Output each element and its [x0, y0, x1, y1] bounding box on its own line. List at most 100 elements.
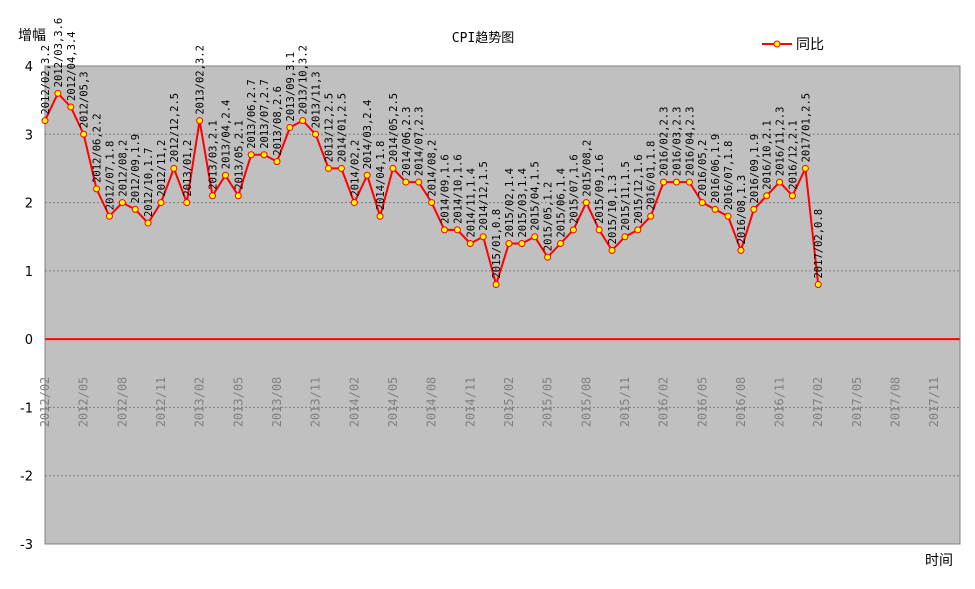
x-tick-label: 2015/05	[541, 377, 555, 428]
data-point	[286, 123, 294, 131]
data-point	[582, 199, 590, 207]
x-tick-label: 2014/08	[425, 377, 439, 428]
data-point	[209, 192, 217, 200]
x-tick-label: 2013/08	[270, 377, 284, 428]
data-label: 2012/03,3.6	[53, 18, 65, 88]
data-point	[466, 240, 474, 248]
data-point	[634, 226, 642, 234]
data-point	[93, 185, 101, 193]
data-label: 2012/07,1.8	[104, 141, 116, 211]
data-labels: 2012/02,3.2 2012/03,3.6 2012/04,3.4 2012/05…	[40, 18, 825, 279]
y-tick-label: -1	[20, 401, 33, 416]
data-label: 2014/04,1.8	[375, 141, 387, 211]
x-tick-label: 2014/11	[463, 377, 477, 428]
data-point	[724, 212, 732, 220]
data-label: 2014/09,1.6	[440, 154, 452, 224]
x-tick-label: 2013/05	[231, 377, 245, 428]
data-point	[750, 205, 758, 213]
data-point	[518, 240, 526, 248]
data-point	[621, 233, 629, 241]
y-tick-label: 1	[25, 265, 33, 280]
data-point	[453, 226, 461, 234]
x-tick-label: 2012/05	[77, 377, 91, 428]
y-axis-label: 增幅	[18, 28, 46, 44]
data-label: 2016/10,2.1	[762, 120, 774, 190]
data-label: 2014/06,2.3	[401, 107, 413, 177]
data-label: 2016/04,2.3	[684, 107, 696, 177]
data-label: 2015/12,1.6	[633, 154, 645, 224]
data-label: 2013/12,2.5	[324, 93, 336, 163]
data-point	[595, 226, 603, 234]
x-tick-label: 2014/05	[386, 377, 400, 428]
y-tick-label: 4	[25, 60, 33, 75]
data-point	[337, 164, 345, 172]
chart-title: CPI趋势图	[452, 30, 514, 46]
data-point	[441, 226, 449, 234]
x-tick-label: 2013/02	[193, 377, 207, 428]
data-point	[569, 226, 577, 234]
legend: 同比	[762, 37, 824, 53]
data-point	[131, 205, 139, 213]
x-tick-label: 2017/08	[889, 377, 903, 428]
data-point	[41, 117, 49, 125]
data-point	[608, 246, 616, 254]
data-label: 2015/07,1.6	[568, 154, 580, 224]
x-tick-label: 2015/08	[579, 377, 593, 428]
data-point	[763, 192, 771, 200]
data-label: 2012/10,1.7	[143, 148, 155, 218]
data-point	[788, 192, 796, 200]
data-label: 2013/10,3.2	[298, 45, 310, 115]
plot-area	[45, 66, 960, 544]
data-point	[196, 117, 204, 125]
data-point	[350, 199, 358, 207]
data-label: 2012/09,1.9	[130, 134, 142, 204]
data-point	[105, 212, 113, 220]
series-line-tongbi	[41, 89, 822, 289]
legend-marker-swatch	[773, 40, 781, 48]
data-label: 2015/02,1.4	[504, 168, 516, 238]
data-point	[170, 164, 178, 172]
y-tick-label: -2	[20, 470, 33, 485]
data-label: 2013/04,2.4	[220, 100, 232, 170]
data-point	[505, 240, 513, 248]
data-label: 2016/05,2	[697, 140, 709, 197]
plot-border	[44, 65, 961, 545]
data-point	[672, 178, 680, 186]
data-point	[144, 219, 152, 227]
data-label: 2013/07,2.7	[259, 79, 271, 149]
data-label: 2017/02,0.8	[813, 209, 825, 279]
data-label: 2016/12,2.1	[787, 120, 799, 190]
data-point	[647, 212, 655, 220]
data-label: 2016/03,2.3	[671, 107, 683, 177]
data-label: 2015/05,1.2	[543, 182, 555, 252]
data-label: 2016/08,1.3	[736, 175, 748, 245]
data-point	[479, 233, 487, 241]
data-label: 2014/03,2.4	[362, 100, 374, 170]
y-tick-label: 2	[25, 197, 33, 212]
x-tick-label: 2016/05	[695, 377, 709, 428]
data-label: 2015/11,1.5	[620, 161, 632, 231]
data-label: 2012/02,3.2	[40, 45, 52, 115]
x-axis-label: 时间	[925, 553, 953, 569]
data-label: 2013/11,3	[311, 71, 323, 128]
y-tick-label: -3	[20, 538, 33, 553]
data-label: 2015/09,1.6	[594, 154, 606, 224]
data-point	[157, 199, 165, 207]
data-label: 2014/10,1.6	[452, 154, 464, 224]
data-label: 2014/11,1.4	[465, 168, 477, 238]
data-label: 2014/08,2	[427, 140, 439, 197]
y-tick-labels: 4 3 2 1 0 -1 -2 -3	[20, 60, 33, 553]
data-label: 2012/05,3	[79, 71, 91, 128]
data-point	[67, 103, 75, 111]
data-point	[325, 164, 333, 172]
data-point	[312, 130, 320, 138]
data-label: 2015/06,1.4	[555, 168, 567, 238]
x-tick-label: 2015/02	[502, 377, 516, 428]
data-label: 2016/09,1.9	[749, 134, 761, 204]
data-point	[299, 117, 307, 125]
data-point	[389, 164, 397, 172]
data-point	[54, 89, 62, 97]
data-point	[118, 199, 126, 207]
x-tick-label: 2012/11	[154, 377, 168, 428]
